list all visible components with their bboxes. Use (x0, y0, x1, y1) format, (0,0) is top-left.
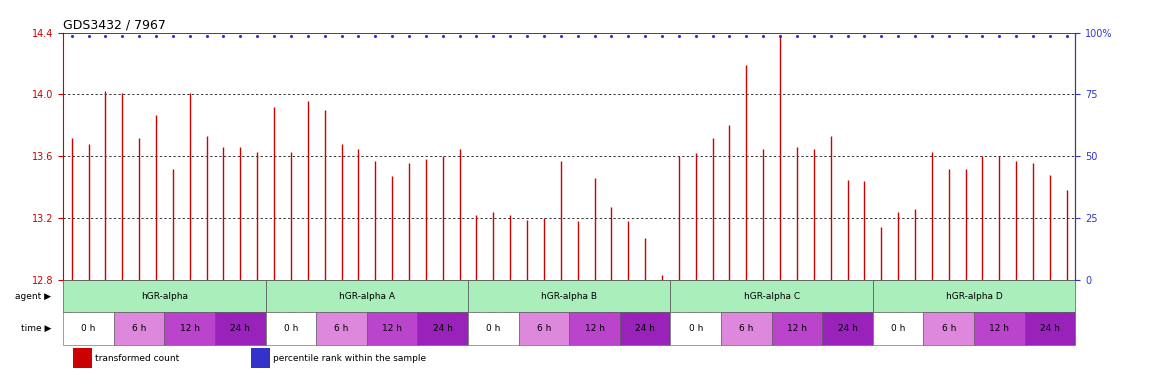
Bar (63, 313, 114, 345)
Text: 6 h: 6 h (335, 324, 348, 333)
Bar (670, 313, 721, 345)
Bar (772, 313, 822, 345)
Text: 0 h: 0 h (891, 324, 905, 333)
Bar (266, 313, 316, 345)
Text: 24 h: 24 h (230, 324, 251, 333)
Bar (670, 280, 873, 313)
Text: hGR-alpha A: hGR-alpha A (339, 292, 394, 301)
Bar (822, 313, 873, 345)
Text: hGR-alpha B: hGR-alpha B (542, 292, 597, 301)
Text: 0 h: 0 h (486, 324, 500, 333)
Text: 6 h: 6 h (739, 324, 753, 333)
Bar (873, 313, 923, 345)
Bar (417, 313, 468, 345)
Bar (266, 280, 468, 313)
Text: hGR-alpha: hGR-alpha (141, 292, 187, 301)
Bar (923, 313, 974, 345)
Text: 12 h: 12 h (584, 324, 605, 333)
Bar (519, 313, 569, 345)
Text: 0 h: 0 h (284, 324, 298, 333)
Bar (721, 313, 772, 345)
Text: time ▶: time ▶ (21, 324, 51, 333)
Text: hGR-alpha D: hGR-alpha D (945, 292, 1003, 301)
Text: transformed count: transformed count (94, 354, 179, 363)
Text: 12 h: 12 h (787, 324, 807, 333)
Bar (873, 280, 1075, 313)
Text: hGR-alpha C: hGR-alpha C (744, 292, 799, 301)
Bar (164, 313, 215, 345)
Bar (74, 348, 92, 368)
Text: 6 h: 6 h (537, 324, 551, 333)
Bar (1025, 313, 1075, 345)
Bar (114, 313, 164, 345)
Bar (367, 313, 417, 345)
Text: 12 h: 12 h (179, 324, 200, 333)
Text: GDS3432 / 7967: GDS3432 / 7967 (63, 18, 166, 31)
Bar (215, 313, 266, 345)
Bar (468, 313, 519, 345)
Bar (316, 313, 367, 345)
Bar (974, 313, 1025, 345)
Text: 0 h: 0 h (82, 324, 95, 333)
Text: 6 h: 6 h (942, 324, 956, 333)
Bar (620, 313, 670, 345)
Text: 24 h: 24 h (1040, 324, 1060, 333)
Text: 24 h: 24 h (635, 324, 656, 333)
Text: 24 h: 24 h (432, 324, 453, 333)
Bar (63, 280, 266, 313)
Text: 12 h: 12 h (989, 324, 1010, 333)
Bar (468, 280, 670, 313)
Text: agent ▶: agent ▶ (15, 292, 51, 301)
Text: percentile rank within the sample: percentile rank within the sample (273, 354, 426, 363)
Text: 12 h: 12 h (382, 324, 402, 333)
Text: 6 h: 6 h (132, 324, 146, 333)
Text: 24 h: 24 h (837, 324, 858, 333)
Bar (252, 348, 270, 368)
Text: 0 h: 0 h (689, 324, 703, 333)
Bar (569, 313, 620, 345)
